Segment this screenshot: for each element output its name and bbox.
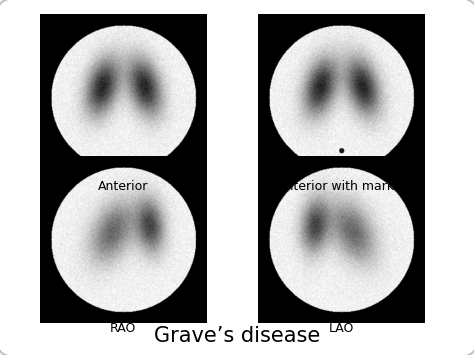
Text: Grave’s disease: Grave’s disease <box>154 326 320 346</box>
Text: LAO: LAO <box>328 322 354 335</box>
Text: Anterior: Anterior <box>98 180 148 193</box>
Text: Anterior with marker: Anterior with marker <box>276 180 406 193</box>
Text: RAO: RAO <box>110 322 137 335</box>
